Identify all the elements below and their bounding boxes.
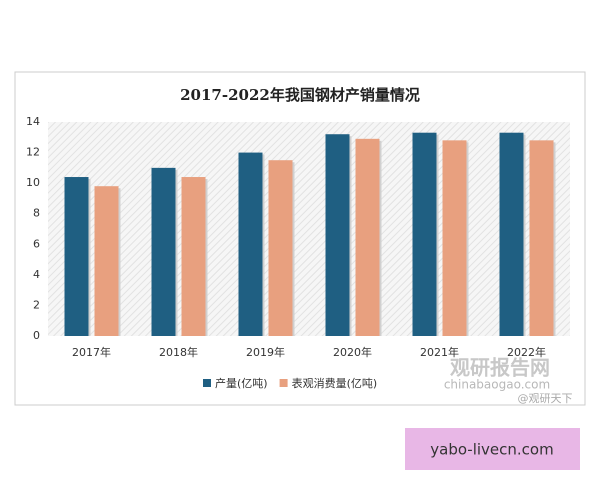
- bar: [151, 167, 176, 336]
- x-tick-label: 2019年: [246, 345, 285, 359]
- legend-label: 产量(亿吨): [215, 376, 268, 390]
- y-tick-label: 14: [26, 115, 40, 128]
- bar: [268, 160, 293, 336]
- x-tick-label: 2017年: [72, 345, 111, 359]
- bar: [412, 132, 437, 336]
- y-tick-label: 2: [33, 298, 40, 311]
- bar: [529, 140, 554, 336]
- watermark-url: chinabaogao.com: [444, 378, 550, 392]
- watermark-handle: @观研天下: [518, 392, 573, 405]
- y-tick-label: 10: [26, 176, 40, 189]
- bar: [181, 177, 206, 336]
- bar: [499, 132, 524, 336]
- plot-area: [48, 122, 570, 336]
- y-tick-label: 8: [33, 207, 40, 220]
- legend-swatch: [279, 379, 288, 387]
- y-tick-label: 6: [33, 237, 40, 250]
- bar: [355, 138, 380, 336]
- y-tick-label: 0: [33, 329, 40, 342]
- watermark-brand: 观研报告网: [450, 356, 550, 380]
- banner-text: yabo-livecn.com: [430, 441, 553, 459]
- legend-swatch: [203, 379, 211, 387]
- x-tick-label: 2021年: [420, 345, 459, 359]
- bar: [64, 177, 89, 336]
- y-tick-label: 4: [33, 268, 40, 281]
- bar: [94, 186, 119, 336]
- x-tick-label: 2018年: [159, 345, 198, 359]
- y-tick-label: 12: [26, 146, 40, 159]
- chart-title: 2017-2022年我国钢材产销量情况: [180, 86, 420, 104]
- banner: [405, 428, 580, 470]
- x-tick-label: 2020年: [333, 345, 372, 359]
- bar: [325, 134, 350, 336]
- x-tick-label: 2022年: [507, 345, 546, 359]
- bar: [442, 140, 467, 336]
- legend-label: 表观消费量(亿吨): [292, 376, 378, 390]
- bar: [238, 152, 263, 336]
